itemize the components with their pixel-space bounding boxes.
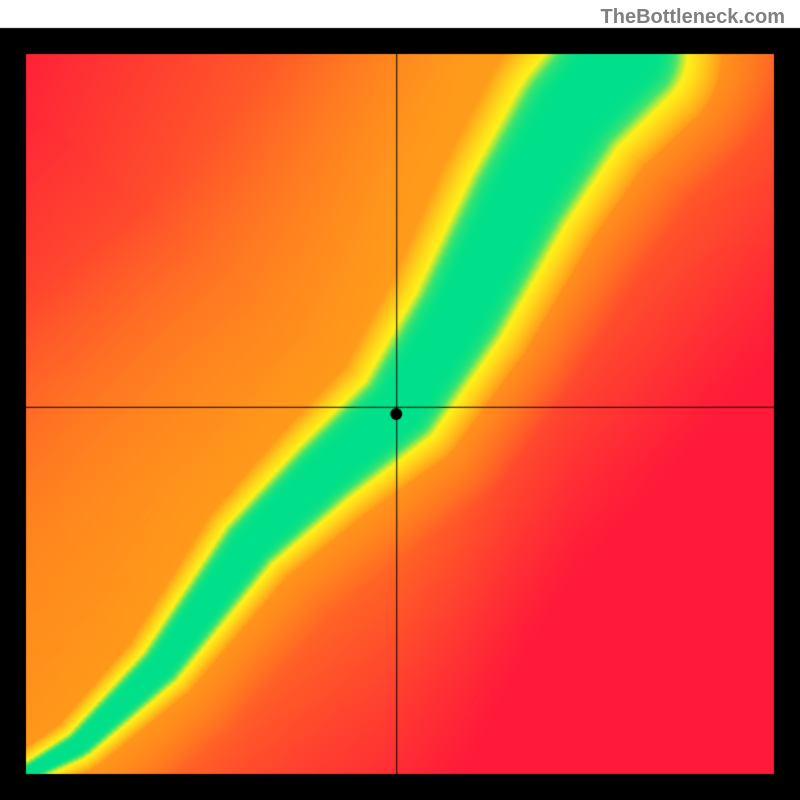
watermark-text: TheBottleneck.com	[601, 6, 785, 29]
bottleneck-heatmap	[0, 0, 800, 800]
